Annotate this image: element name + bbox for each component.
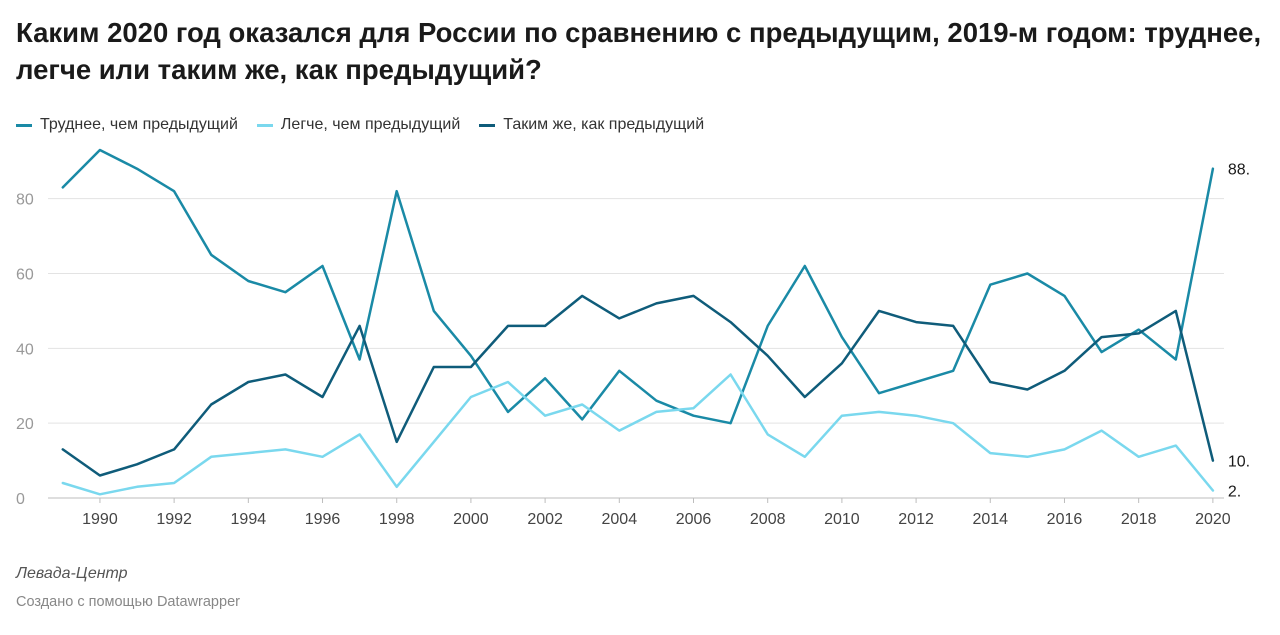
legend-swatch-easier bbox=[256, 123, 273, 127]
end-labels: 88. 2. 10. bbox=[1228, 162, 1250, 501]
series-line-easier bbox=[61, 373, 1215, 496]
x-tick-label: 2004 bbox=[602, 511, 638, 528]
y-tick-label: 60 bbox=[16, 266, 34, 283]
y-axis: 0 20 40 60 80 bbox=[16, 192, 34, 508]
legend-item-easier: Легче, чем предыдущий bbox=[256, 116, 461, 134]
x-tick-label: 2018 bbox=[1121, 511, 1157, 528]
x-tick-label: 2000 bbox=[453, 511, 489, 528]
chart-title: Каким 2020 год оказался для России по ср… bbox=[16, 17, 1262, 85]
y-tick-label: 40 bbox=[16, 341, 34, 358]
x-tick-label: 2002 bbox=[527, 511, 563, 528]
end-value-label: 10. bbox=[1228, 454, 1250, 471]
legend-swatch-same bbox=[479, 123, 496, 127]
x-axis: 1990 1992 1994 1996 1998 2000 2002 2004 2006 2008… bbox=[82, 498, 1231, 528]
y-tick-label: 80 bbox=[16, 192, 34, 209]
legend-swatch-harder bbox=[16, 123, 32, 127]
credit-note: Создано с помощью Datawrapper bbox=[16, 594, 240, 610]
x-tick-label: 1996 bbox=[305, 511, 341, 528]
legend-label-same: Таким же, как предыдущий bbox=[503, 116, 705, 133]
x-tick-label: 1998 bbox=[379, 511, 415, 528]
series-line-harder bbox=[61, 148, 1215, 425]
x-tick-label: 1992 bbox=[156, 511, 192, 528]
x-tick-label: 2014 bbox=[972, 511, 1008, 528]
x-tick-label: 2010 bbox=[824, 511, 860, 528]
end-value-label: 88. bbox=[1228, 162, 1250, 179]
legend-item-harder: Труднее, чем предыдущий bbox=[16, 116, 238, 134]
legend-item-same: Таким же, как предыдущий bbox=[479, 116, 704, 134]
source-note: Левада-Центр bbox=[16, 565, 128, 582]
x-tick-label: 2020 bbox=[1195, 511, 1231, 528]
end-value-label: 2. bbox=[1228, 484, 1241, 501]
legend-label-harder: Труднее, чем предыдущий bbox=[40, 116, 238, 133]
x-tick-label: 2008 bbox=[750, 511, 786, 528]
legend-label-easier: Легче, чем предыдущий bbox=[280, 116, 461, 133]
legend: Труднее, чем предыдущий Легче, чем преды… bbox=[16, 116, 723, 134]
x-tick-label: 1994 bbox=[231, 511, 267, 528]
series-line-same bbox=[61, 294, 1215, 477]
y-tick-label: 20 bbox=[16, 416, 34, 433]
x-tick-label: 2016 bbox=[1047, 511, 1083, 528]
line-chart: 0 20 40 60 80 1990 1992 1994 1996 1998 2000 2002 20… bbox=[16, 148, 1250, 528]
y-tick-label: 0 bbox=[16, 491, 25, 508]
x-tick-label: 2012 bbox=[898, 511, 934, 528]
x-tick-label: 1990 bbox=[82, 511, 118, 528]
x-tick-label: 2006 bbox=[676, 511, 712, 528]
series bbox=[61, 148, 1215, 496]
